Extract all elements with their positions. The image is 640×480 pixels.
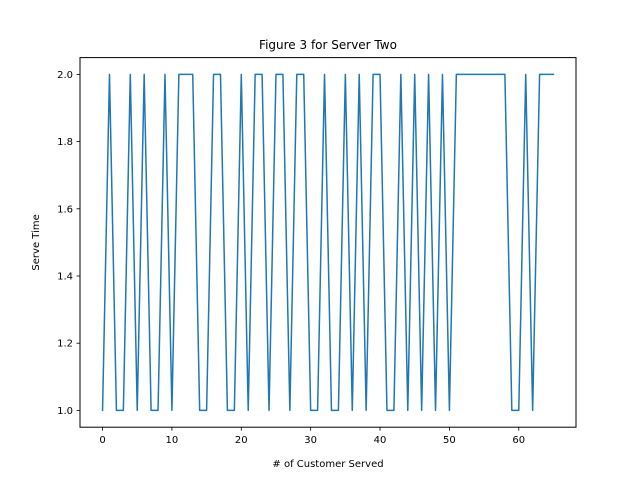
y-tick-label: 1.4 [57,272,73,283]
y-tick-label: 1.8 [57,137,73,148]
x-axis-label: # of Customer Served [272,459,383,470]
plot-area [79,57,577,428]
x-axis: 0 10 20 30 40 50 60 [99,427,525,446]
series-line [101,73,555,412]
x-tick-label: 40 [374,435,387,446]
y-tick-label: 2.0 [57,70,73,81]
y-tick-label: 1.0 [57,406,73,417]
y-tick-label: 1.2 [57,339,73,350]
x-tick-label: 20 [235,435,248,446]
y-axis-label: Serve Time [31,214,42,270]
x-tick-label: 60 [512,435,525,446]
plot-frame [79,57,577,428]
x-tick-label: 50 [443,435,456,446]
chart-title: Figure 3 for Server Two [259,38,397,52]
y-axis: 1.0 1.2 1.4 1.6 1.8 2.0 [57,70,80,417]
x-tick-label: 10 [166,435,179,446]
x-tick-label: 0 [99,435,105,446]
series-layer [101,73,555,412]
x-tick-label: 30 [304,435,317,446]
y-tick-label: 1.6 [57,204,73,215]
